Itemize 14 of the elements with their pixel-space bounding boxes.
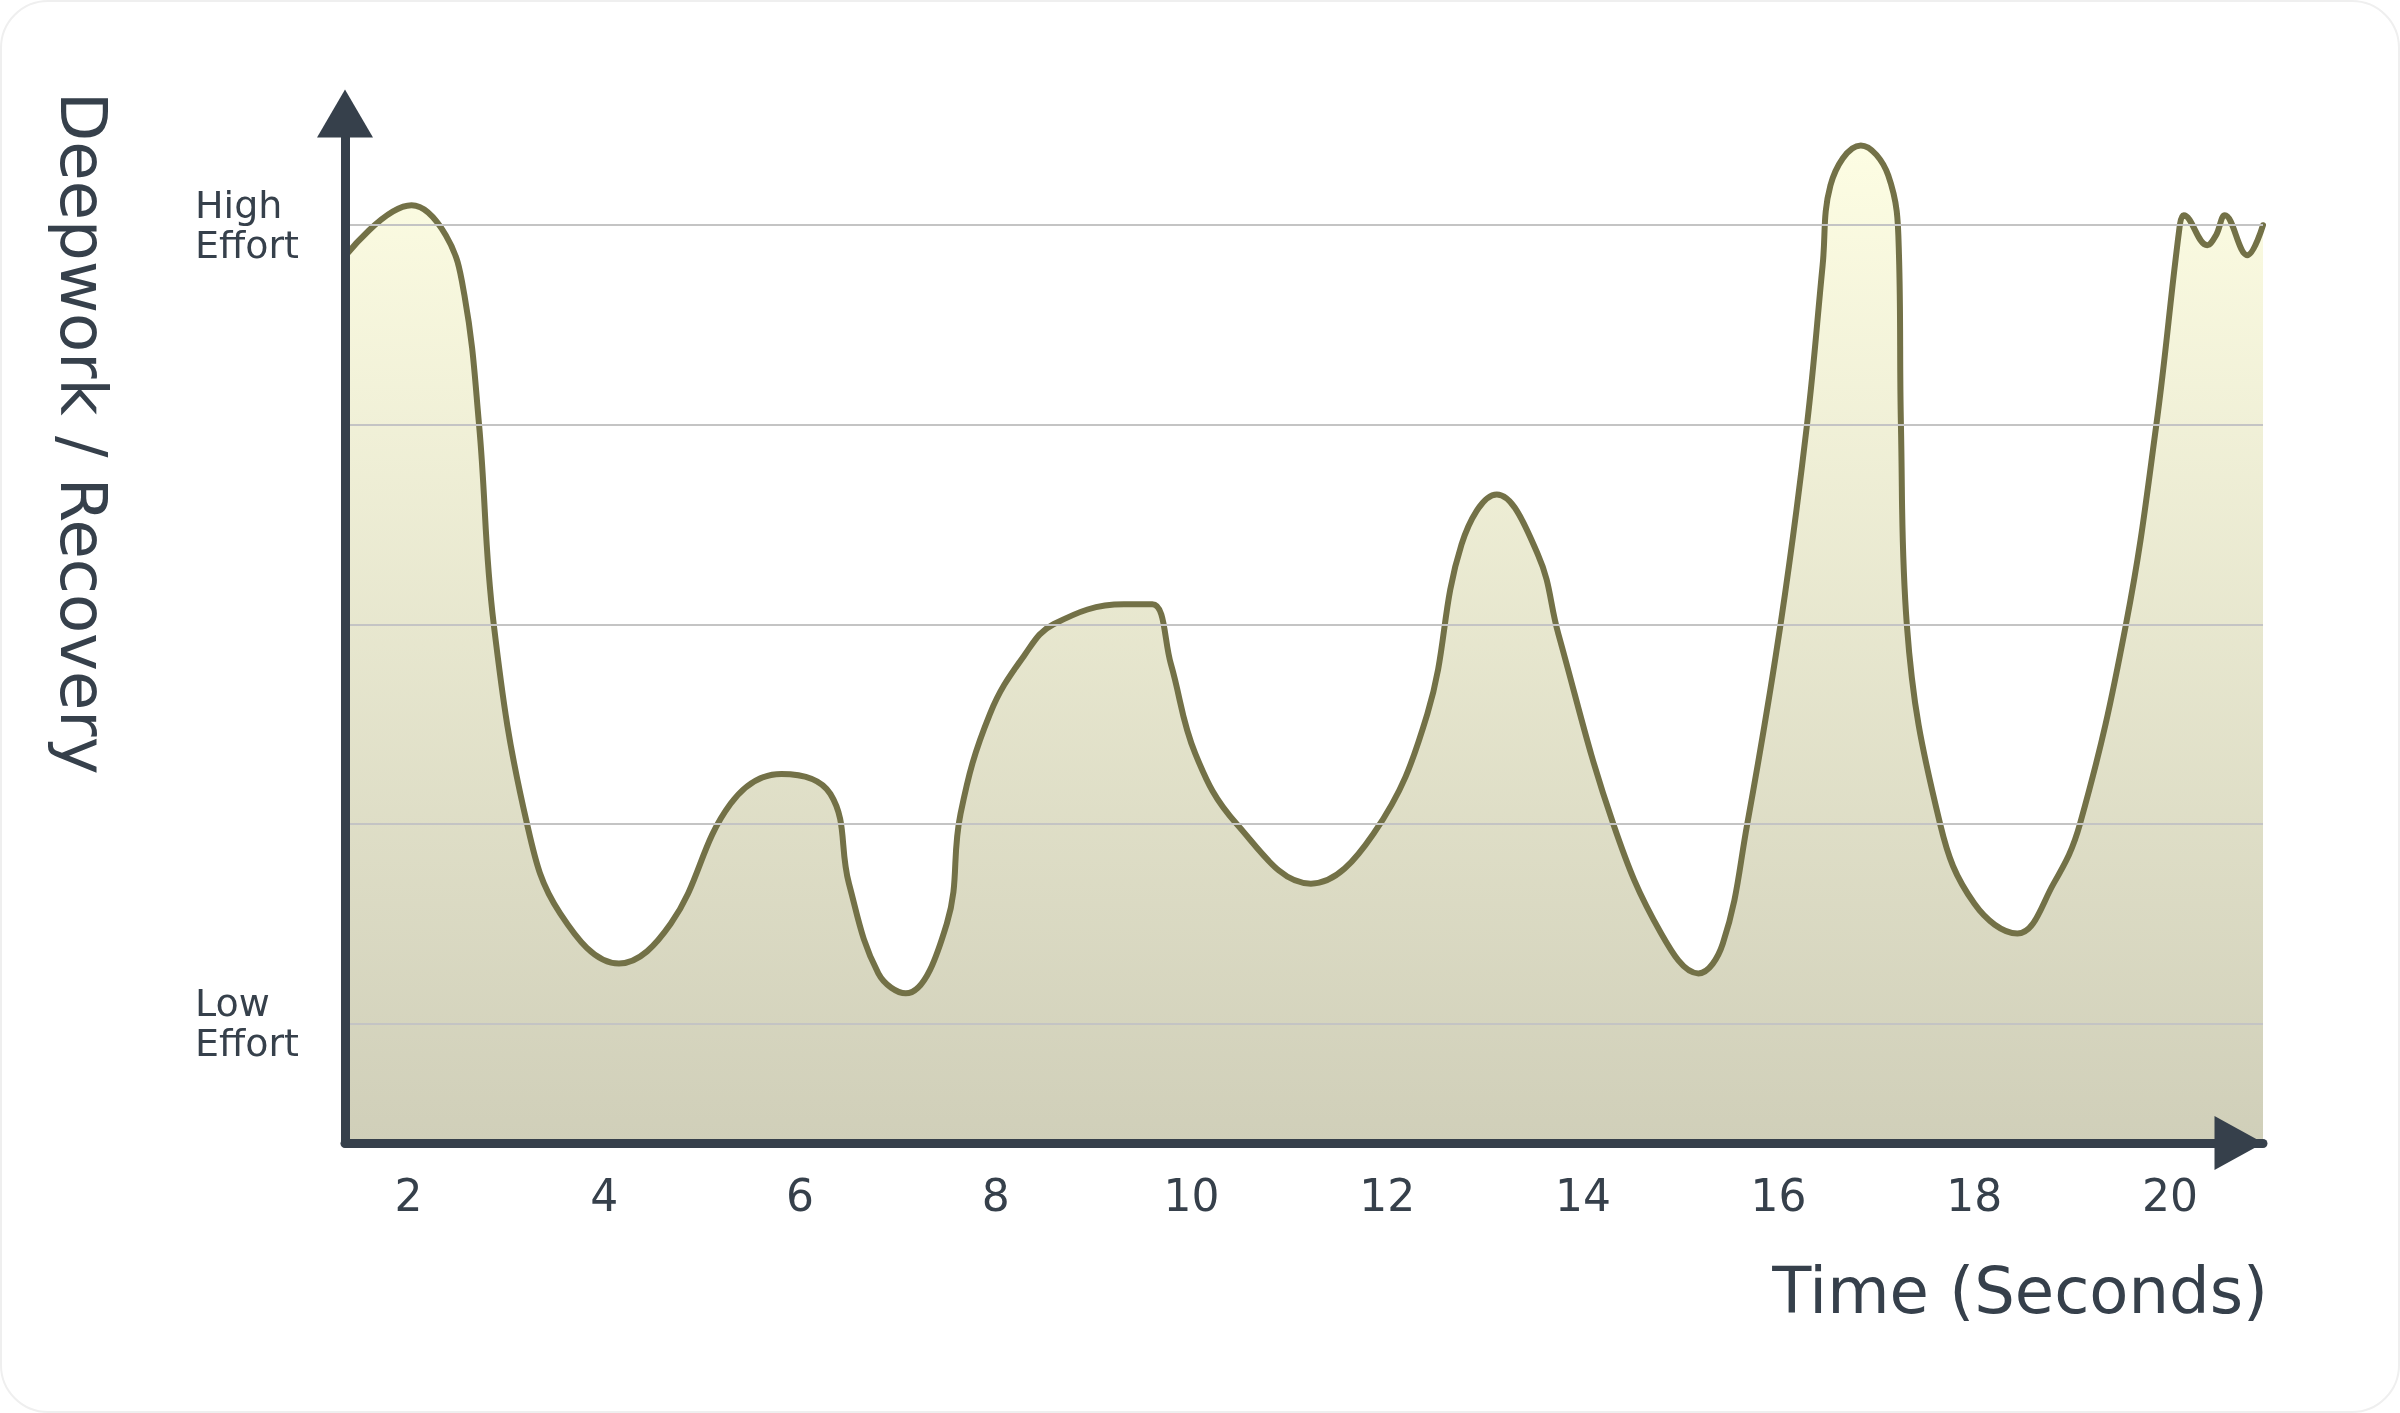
x-axis-title: Time (Seconds) [1771, 1254, 2268, 1328]
x-tick-label: 6 [786, 1169, 815, 1221]
x-tick-label: 20 [2142, 1169, 2199, 1221]
ref-line-label: High Effort [195, 183, 299, 268]
y-axis-title: Deepwork / Recovery [46, 92, 120, 775]
x-tick-label: 12 [1359, 1169, 1416, 1221]
ref-line-label: Low Effort [195, 981, 299, 1066]
x-tick-label: 4 [590, 1169, 619, 1221]
x-tick-label: 8 [981, 1169, 1010, 1221]
x-tick-label: 2 [394, 1169, 423, 1221]
x-tick-label: 18 [1946, 1169, 2003, 1221]
x-tick-label: 16 [1750, 1169, 1807, 1221]
x-tick-label: 10 [1163, 1169, 1220, 1221]
x-tick-label: 14 [1554, 1169, 1611, 1221]
